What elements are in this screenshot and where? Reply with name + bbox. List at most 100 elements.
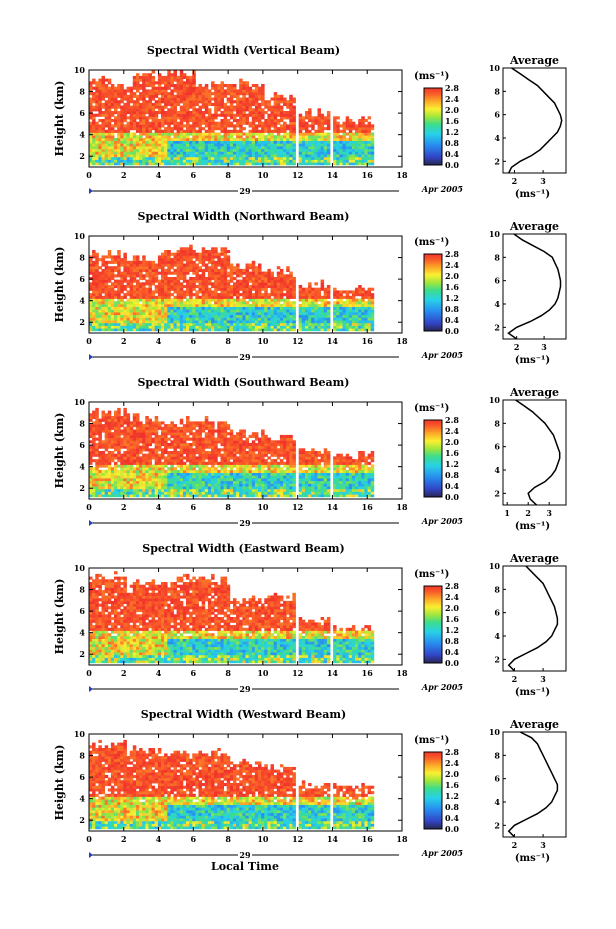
heatmap-cell (136, 140, 140, 144)
heatmap-cell (136, 129, 140, 133)
heatmap-cell (207, 121, 212, 125)
heatmap-cell (182, 97, 187, 101)
heatmap-cell (129, 301, 134, 305)
heatmap-cell (129, 135, 134, 139)
heatmap-cell (167, 100, 171, 104)
heatmap-cell (176, 137, 181, 141)
heatmap-cell (220, 320, 224, 324)
heatmap-cell (136, 434, 140, 438)
heatmap-cell (342, 146, 346, 150)
heatmap-cell (298, 314, 303, 318)
heatmap-cell (348, 154, 353, 158)
heatmap-cell (264, 146, 268, 150)
heatmap-cell (204, 309, 209, 313)
heatmap-cell (192, 303, 196, 307)
heatmap-cell (173, 108, 177, 112)
heatmap-cell (261, 309, 265, 313)
heatmap-cell (126, 290, 131, 294)
heatmap-cell (348, 151, 353, 155)
heatmap-cell (173, 143, 177, 147)
heatmap-cell (98, 480, 102, 484)
heatmap-cell (145, 124, 149, 128)
heatmap-cell (161, 156, 165, 160)
heatmap-cell (101, 312, 105, 316)
heatmap-cell (154, 143, 159, 147)
heatmap-cell (305, 113, 309, 117)
heatmap-cell (314, 154, 318, 158)
heatmap-cell (120, 279, 124, 283)
heatmap-cell (179, 274, 184, 278)
heatmap-cell (355, 320, 359, 324)
heatmap-cell (98, 445, 102, 449)
heatmap-cell (139, 469, 143, 473)
heatmap-cell (151, 159, 156, 163)
heatmap-cell (258, 263, 262, 267)
heatmap-cell (192, 78, 196, 82)
heatmap-cell (126, 94, 131, 98)
heatmap-cell (176, 320, 181, 324)
heatmap-cell (95, 162, 99, 166)
heatmap-cell (276, 148, 281, 152)
heatmap-cell (154, 116, 159, 120)
heatmap-cell (251, 129, 256, 133)
heatmap-cell (104, 298, 109, 302)
heatmap-cell (104, 162, 109, 166)
heatmap-cell (233, 127, 237, 131)
heatmap-cell (189, 320, 193, 324)
heatmap-cell (117, 309, 121, 313)
heatmap-cell (98, 86, 102, 90)
heatmap-cell (117, 146, 121, 150)
heatmap-cell (361, 298, 365, 302)
heatmap-cell (126, 156, 131, 160)
heatmap-cell (317, 298, 321, 302)
heatmap-cell (179, 266, 184, 270)
heatmap-cell (154, 298, 159, 302)
heatmap-cell (348, 306, 353, 310)
heatmap-cell (261, 317, 265, 321)
heatmap-cell (333, 146, 337, 150)
heatmap-cell (114, 426, 118, 430)
heatmap-cell (305, 135, 309, 139)
heatmap-cell (170, 78, 174, 82)
heatmap-cell (195, 116, 199, 120)
heatmap-cell (132, 113, 137, 117)
heatmap-cell (132, 494, 137, 498)
heatmap-cell (129, 298, 134, 302)
heatmap-cell (351, 295, 356, 299)
heatmap-cell (98, 491, 102, 495)
heatmap-cell (107, 453, 112, 457)
heatmap-cell (201, 295, 206, 299)
heatmap-cell (214, 268, 218, 272)
heatmap-cell (342, 317, 346, 321)
heatmap-cell (251, 162, 256, 166)
heatmap-cell (242, 84, 246, 88)
heatmap-cell (289, 322, 293, 326)
heatmap-cell (267, 306, 271, 310)
heatmap-cell (342, 140, 346, 144)
heatmap-cell (179, 151, 184, 155)
heatmap-cell (286, 287, 290, 291)
heatmap-cell (104, 148, 109, 152)
heatmap-cell (176, 322, 181, 326)
heatmap-cell (148, 132, 152, 136)
heatmap-cell (333, 309, 337, 313)
heatmap-cell (179, 146, 184, 150)
heatmap-cell (289, 108, 293, 112)
heatmap-cell (92, 81, 96, 85)
heatmap-cell (167, 159, 171, 163)
heatmap-cell (129, 268, 134, 272)
heatmap-cell (336, 322, 340, 326)
x-tick-label: 12 (292, 170, 303, 180)
heatmap-cell (348, 143, 353, 147)
heatmap-cell (182, 162, 187, 166)
heatmap-cell (245, 320, 249, 324)
heatmap-cell (110, 494, 115, 498)
heatmap-cell (264, 314, 268, 318)
heatmap-cell (98, 322, 102, 326)
heatmap-cell (154, 81, 159, 85)
heatmap-cell (89, 322, 93, 326)
heatmap-cell (104, 432, 109, 436)
heatmap-cell (123, 322, 127, 326)
heatmap-cell (214, 108, 218, 112)
heatmap-cell (355, 303, 359, 307)
